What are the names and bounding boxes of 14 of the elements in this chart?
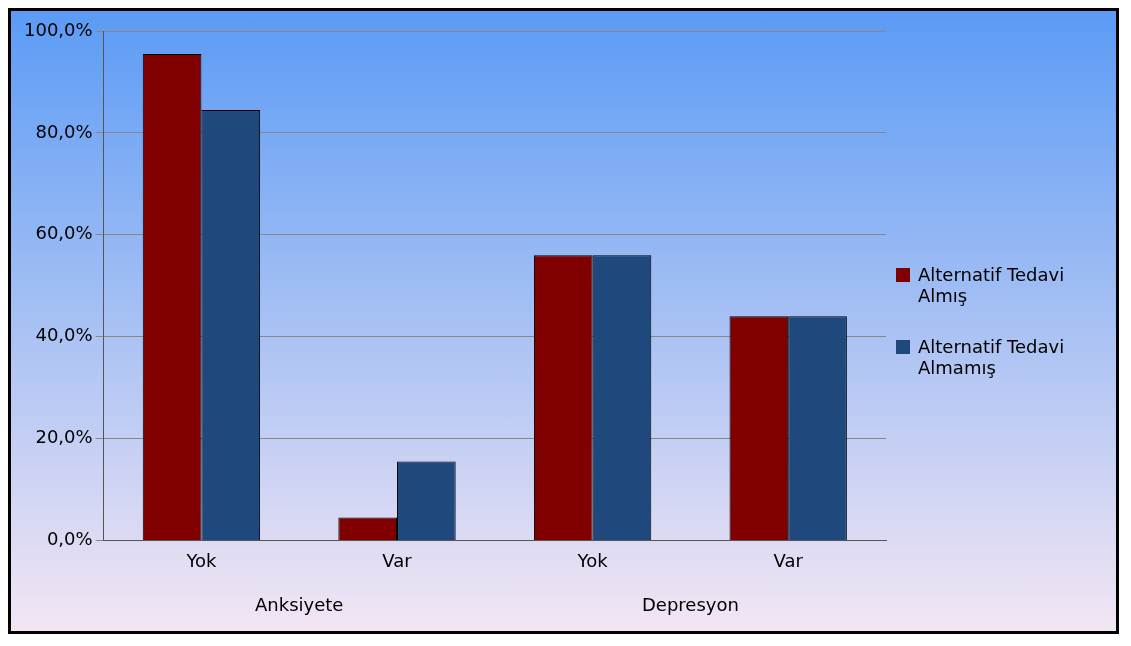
text: Anksiyete: [255, 593, 344, 615]
y-tick-label: 100,0%: [23, 18, 93, 40]
y-tick-label: 60,0%: [35, 222, 93, 244]
text: Depresyon: [641, 593, 739, 615]
legend-label: Alternatif Tedavi Almamış: [918, 336, 1066, 378]
y-tick-label: 20,0%: [35, 426, 93, 448]
x-tick-label: Yok: [576, 549, 609, 571]
x-tick-label: Yok: [185, 549, 218, 571]
y-tick-label: 0,0%: [46, 528, 93, 550]
x-tick-label: Var: [773, 549, 804, 571]
y-tick-label: 40,0%: [35, 324, 93, 346]
y-tick-label: 80,0%: [35, 120, 93, 142]
legend-label: Alternatif Tedavi Almış: [918, 264, 1066, 306]
x-tick-label: Var: [382, 549, 413, 571]
